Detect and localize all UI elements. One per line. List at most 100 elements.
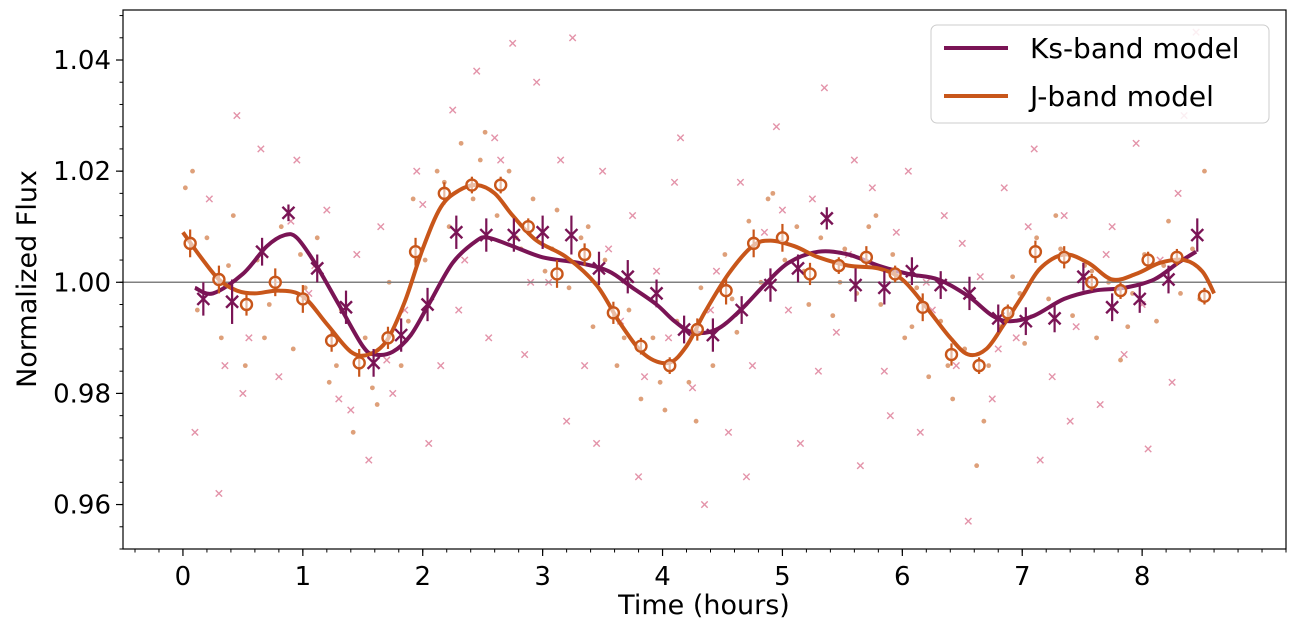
ks-raw-point — [604, 245, 613, 253]
j-raw-point — [278, 224, 284, 230]
j-raw-point — [981, 418, 987, 424]
j-raw-point — [818, 235, 824, 241]
j-raw-point — [722, 252, 728, 257]
j-raw-point — [470, 196, 476, 202]
ks-raw-point — [856, 461, 865, 470]
j-raw-point — [909, 324, 915, 330]
j-raw-point — [950, 396, 956, 402]
j-raw-point — [1034, 235, 1040, 241]
j-raw-point — [290, 346, 296, 352]
j-binned-point — [1170, 248, 1184, 266]
j-raw-point — [494, 213, 500, 218]
ks-raw-point — [413, 167, 421, 175]
ks-raw-point — [580, 361, 589, 370]
j-raw-point — [190, 168, 195, 174]
ks-raw-point — [1120, 350, 1128, 359]
j-binned-point — [944, 343, 959, 366]
j-raw-point — [302, 285, 308, 291]
j-binned-point — [577, 243, 592, 266]
ks-raw-point — [892, 228, 901, 236]
j-raw-point — [204, 235, 210, 241]
ks-raw-point — [389, 389, 397, 398]
ks-raw-point — [832, 328, 841, 336]
j-binned-point — [352, 348, 366, 377]
ks-raw-point — [1132, 139, 1140, 148]
ks-raw-point — [520, 350, 529, 359]
j-binned-point — [775, 223, 790, 252]
j-raw-point — [266, 302, 272, 307]
ks-raw-point — [568, 34, 577, 42]
j-raw-point — [410, 196, 416, 202]
ks-binned-point — [791, 254, 805, 283]
ks-raw-point — [419, 200, 427, 209]
ks-binned-point — [1105, 293, 1119, 322]
j-raw-point — [974, 463, 980, 469]
j-raw-point — [986, 363, 992, 369]
j-raw-point — [686, 379, 692, 385]
j-binned-point — [239, 293, 254, 316]
j-binned-point — [663, 357, 677, 374]
j-binned-point — [1113, 282, 1128, 299]
ks-raw-point — [191, 428, 199, 437]
j-raw-point — [650, 335, 656, 341]
ks-binned-point — [449, 215, 464, 249]
ks-raw-point — [233, 111, 241, 120]
j-raw-point — [542, 268, 548, 274]
j-raw-point — [902, 335, 908, 341]
ks-binned-point — [848, 268, 863, 302]
j-raw-point — [945, 363, 951, 369]
x-axis-label: Time (hours) — [617, 590, 790, 621]
ks-binned-point — [734, 296, 749, 324]
j-raw-point — [626, 307, 632, 313]
legend-box — [930, 24, 1270, 124]
ks-binned-point — [507, 218, 521, 252]
j-raw-point — [334, 363, 339, 369]
ks-binned-point — [394, 318, 409, 352]
ks-binned-point — [310, 254, 325, 283]
ks-raw-point — [688, 384, 697, 392]
j-raw-point — [1058, 246, 1063, 252]
j-raw-point — [182, 185, 188, 191]
ks-binned-point — [564, 215, 579, 255]
j-raw-point — [873, 213, 879, 218]
ks-raw-point — [652, 267, 661, 275]
j-raw-point — [1125, 324, 1131, 330]
j-binned-point — [1141, 251, 1155, 269]
j-raw-point — [878, 302, 884, 307]
ks-raw-point — [484, 334, 493, 342]
j-binned-point — [1057, 246, 1071, 269]
ks-raw-point — [335, 395, 343, 403]
j-raw-point — [578, 235, 584, 241]
x-tick-label: 4 — [654, 562, 671, 592]
ks-raw-point — [461, 256, 469, 264]
j-binned-point — [803, 262, 817, 286]
ks-raw-point — [449, 106, 457, 114]
ks-binned-point — [592, 251, 606, 286]
j-raw-point — [1166, 218, 1171, 224]
ks-raw-point — [205, 195, 214, 203]
ks-binned-point — [1018, 307, 1033, 336]
j-raw-point — [1053, 213, 1059, 218]
ks-raw-point — [634, 473, 643, 481]
j-raw-point — [602, 257, 608, 263]
ks-raw-point — [1060, 211, 1068, 220]
y-axis-label: Normalized Flux — [12, 170, 43, 388]
ks-binned-point — [933, 271, 948, 299]
legend-j-label: J-band model — [1028, 80, 1214, 113]
ks-raw-point — [1012, 334, 1020, 342]
ks-raw-point — [592, 439, 601, 448]
ks-raw-point — [508, 39, 517, 48]
ks-raw-point — [994, 345, 1002, 353]
j-raw-point — [434, 168, 440, 174]
ks-binned-point — [535, 215, 550, 249]
ks-raw-point — [958, 239, 966, 248]
j-raw-point — [298, 252, 303, 257]
j-raw-point — [657, 379, 663, 385]
j-raw-point — [638, 396, 644, 402]
j-raw-point — [698, 285, 704, 291]
j-model-line — [181, 182, 1216, 366]
j-raw-point — [1010, 274, 1016, 280]
j-raw-point — [326, 379, 332, 385]
j-raw-point — [1202, 168, 1207, 174]
